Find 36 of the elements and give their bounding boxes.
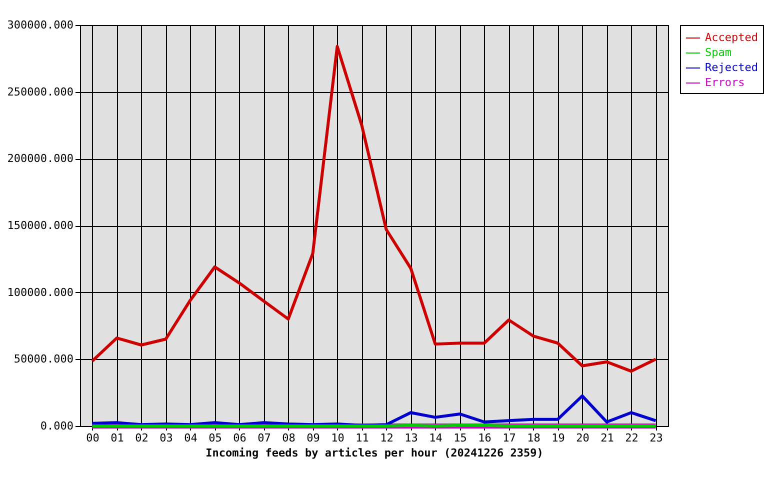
y-tick-label: 200000.000 (7, 152, 74, 166)
y-tick-label: 150000.000 (7, 219, 74, 232)
x-tick-label: 14 (429, 432, 443, 444)
x-tick-label: 05 (208, 432, 222, 444)
legend-label: Rejected (705, 61, 758, 74)
x-axis-title: Incoming feeds by articles per hour (20241226 2359) (206, 446, 544, 460)
x-tick-label: 16 (478, 432, 492, 444)
y-tick-label: 50000.000 (14, 352, 74, 366)
x-tick-label: 09 (306, 432, 320, 444)
y-tick-label: 300000.000 (7, 18, 74, 32)
legend-label: Spam (705, 46, 732, 59)
x-tick-label: 23 (650, 432, 663, 444)
x-tick-label: 19 (552, 432, 565, 444)
y-tick-label: 100000.000 (7, 286, 74, 299)
x-tick-label: 11 (356, 432, 369, 444)
x-tick-label: 04 (184, 432, 198, 444)
x-tick-label: 08 (282, 432, 296, 444)
x-tick-label: 01 (110, 432, 124, 444)
x-tick-label: 21 (600, 432, 614, 444)
x-tick-label: 12 (380, 432, 394, 444)
x-tick-label: 20 (576, 432, 590, 444)
x-tick-label: 07 (258, 432, 271, 444)
x-tick-label: 10 (331, 432, 344, 444)
x-tick-label: 22 (625, 432, 638, 444)
y-tick-label: 250000.000 (7, 85, 74, 98)
x-tick-label: 18 (527, 432, 540, 444)
y-tick-label: 0.000 (40, 420, 74, 432)
x-tick-label: 00 (86, 432, 100, 444)
legend-label: Accepted (705, 31, 758, 44)
x-tick-label: 17 (502, 432, 516, 444)
x-tick-label: 15 (454, 432, 467, 444)
x-tick-label: 13 (404, 432, 418, 444)
legend-label: Errors (705, 76, 745, 89)
x-tick-label: 03 (160, 432, 173, 444)
x-tick-label: 06 (233, 432, 246, 444)
x-tick-label: 02 (135, 432, 148, 444)
